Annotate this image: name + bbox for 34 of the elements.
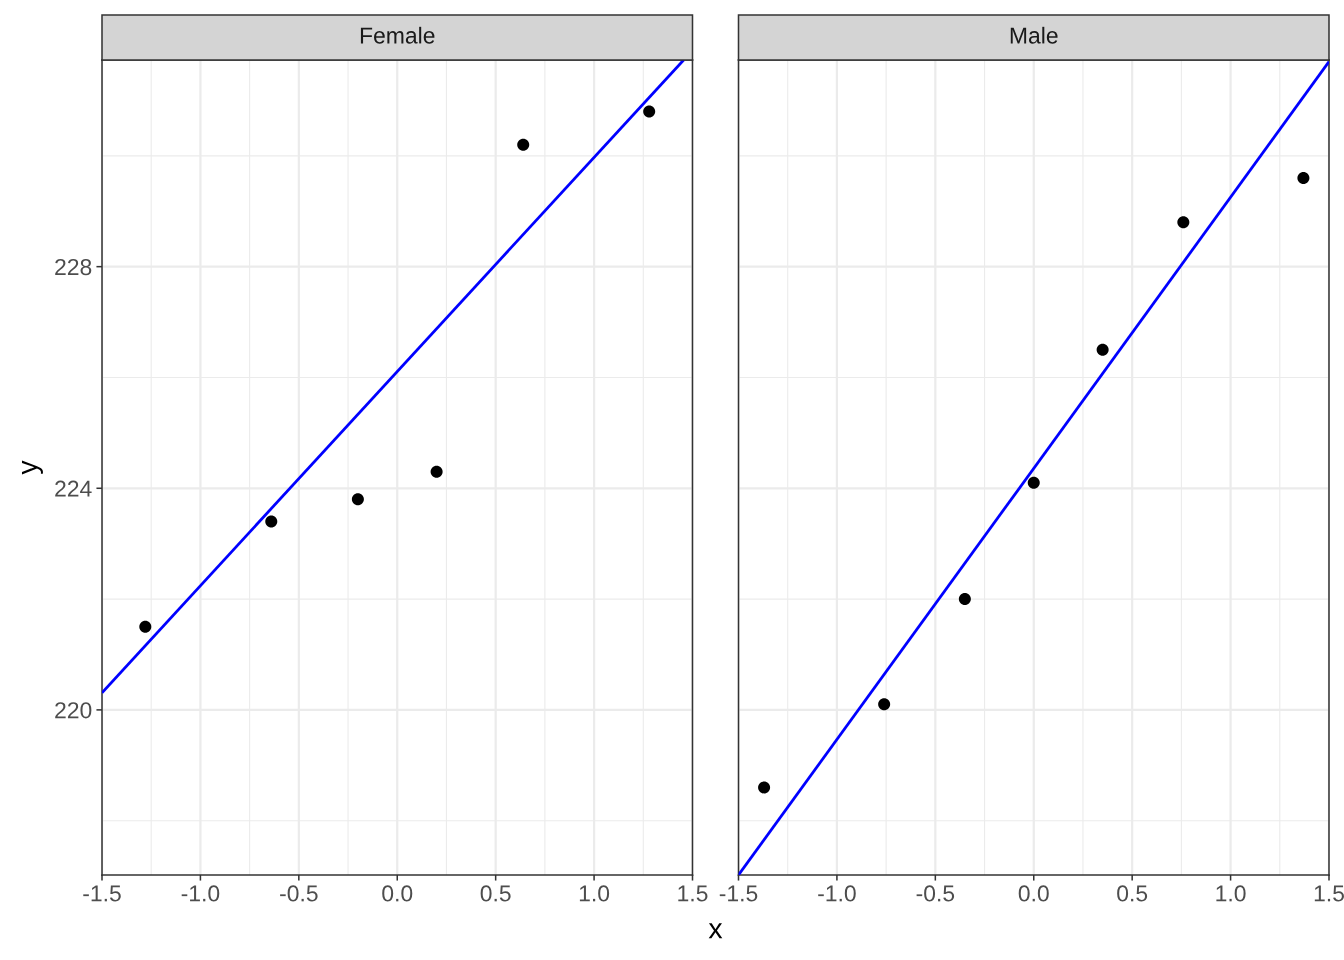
point xyxy=(1096,343,1109,356)
x-tick-label: 0.0 xyxy=(1018,885,1049,902)
x-tick-label: 0.5 xyxy=(1117,885,1148,902)
point xyxy=(430,465,443,478)
point xyxy=(1177,216,1190,229)
x-tick-label: 1.5 xyxy=(678,885,708,902)
x-tick-label: -0.5 xyxy=(916,885,955,902)
x-tick-label: 0.5 xyxy=(480,885,511,902)
x-tick-label: 0.0 xyxy=(382,885,413,902)
point xyxy=(1027,476,1040,489)
x-tick-label: -1.0 xyxy=(818,885,856,902)
point xyxy=(1297,172,1310,185)
x-tick-label: -1.5 xyxy=(83,885,121,902)
point xyxy=(517,138,530,151)
y-axis-title: y xyxy=(21,460,43,475)
x-tick-label: 1.0 xyxy=(579,885,610,902)
chart-title: Female xyxy=(360,26,435,44)
y-tick-label: 228 xyxy=(55,258,92,276)
point xyxy=(351,493,364,506)
chart-title: Male xyxy=(1010,26,1058,44)
point xyxy=(958,593,971,606)
x-axis-title: x xyxy=(708,923,723,939)
y-tick-label: 220 xyxy=(55,702,92,719)
point xyxy=(643,105,656,118)
x-tick-label: -0.5 xyxy=(280,885,318,902)
point xyxy=(139,620,152,633)
x-tick-label: 1.5 xyxy=(1314,885,1344,902)
y-tick-label: 224 xyxy=(55,480,92,497)
point xyxy=(878,698,891,711)
point xyxy=(265,515,278,528)
point xyxy=(758,781,771,794)
x-tick-label: -1.5 xyxy=(719,885,758,902)
x-tick-label: 1.0 xyxy=(1216,885,1246,902)
x-tick-label: -1.0 xyxy=(181,885,220,902)
